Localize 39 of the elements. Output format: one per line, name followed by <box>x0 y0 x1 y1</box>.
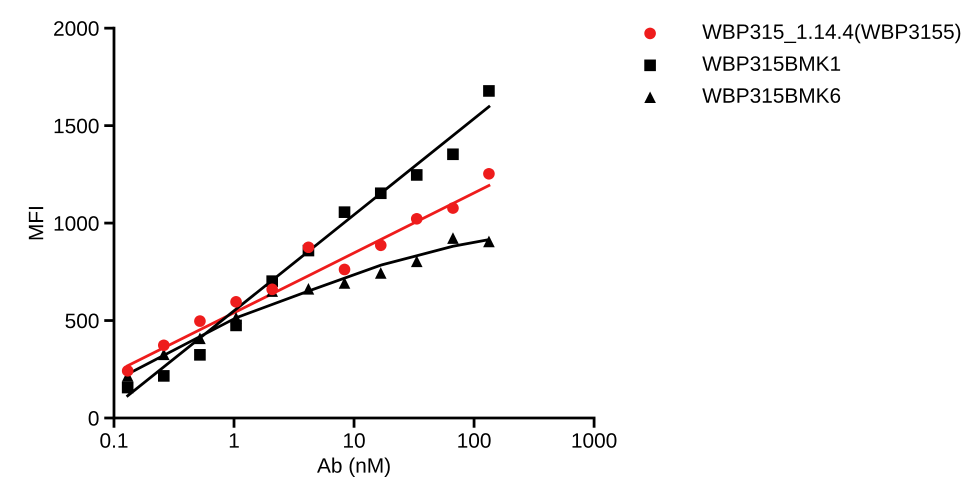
legend-label: WBP315BMK6 <box>702 88 840 103</box>
point <box>194 349 206 361</box>
point <box>410 212 423 225</box>
point <box>338 206 350 218</box>
x-tick-label: 1 <box>230 433 239 448</box>
point <box>483 236 495 248</box>
point <box>374 239 387 252</box>
point <box>230 296 242 308</box>
x-tick-label: 10 <box>344 433 365 448</box>
point <box>158 370 170 382</box>
y-tick-label: 2000 <box>54 21 99 36</box>
point <box>447 232 459 244</box>
point <box>158 339 170 352</box>
point <box>483 168 495 180</box>
point <box>122 365 134 377</box>
point <box>230 320 242 332</box>
y-tick-label: 0 <box>88 410 99 426</box>
y-tick-label: 1000 <box>54 216 99 231</box>
legend-label: WBP315BMK1 <box>702 56 840 72</box>
point <box>410 169 423 181</box>
x-tick-label: 1000 <box>572 433 616 448</box>
point <box>338 264 350 276</box>
y-tick-label: 500 <box>65 314 99 328</box>
x-tick-label: 0.1 <box>100 433 128 448</box>
point <box>447 202 459 214</box>
point <box>374 267 387 279</box>
point <box>483 85 495 97</box>
x-tick-label: 100 <box>458 433 491 448</box>
point <box>194 332 206 344</box>
y-tick-label: 1500 <box>54 118 99 134</box>
point <box>447 148 459 160</box>
point <box>302 241 314 254</box>
y-axis-title: MFI <box>28 207 44 240</box>
point <box>122 382 134 394</box>
point <box>194 315 206 327</box>
legend-label: WBP315_1.14.4(WBP3155) <box>702 24 960 44</box>
point <box>302 282 314 295</box>
x-axis-title: Ab (nM) <box>317 458 390 477</box>
point <box>374 187 387 200</box>
